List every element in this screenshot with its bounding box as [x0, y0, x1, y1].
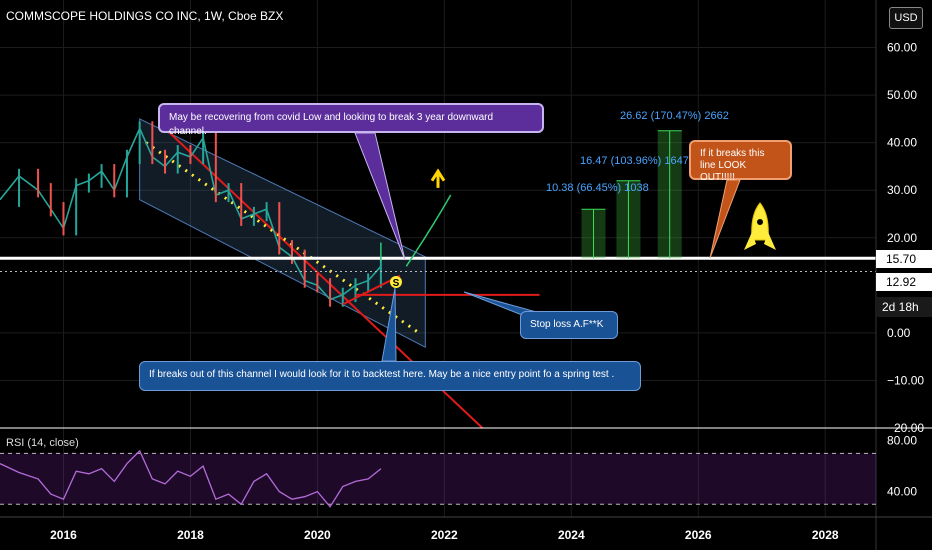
callout-covid-low: May be recovering from covid Low and loo…: [158, 103, 544, 137]
time-tick-label-0: 2016: [50, 528, 77, 542]
spring-marker-label: S: [393, 278, 400, 289]
rsi-tick-label-0: 80.00: [887, 434, 917, 448]
rsi-line: [0, 449, 382, 508]
projection-curve: [405, 194, 452, 267]
price-tick-label-5: 0.00: [887, 326, 911, 340]
rsi-tick-label-1: 40.00: [887, 485, 917, 499]
callout-breakout-pointer: [709, 179, 741, 259]
price-tick-label-0: 60.00: [887, 41, 917, 55]
price-tick-label-1: 50.00: [887, 88, 917, 102]
countdown-tag: 2d 18h: [876, 297, 932, 317]
time-tick-label-2: 2020: [304, 528, 331, 542]
price-tick-label-2: 40.00: [887, 136, 917, 150]
time-tick-label-5: 2026: [685, 528, 712, 542]
callout-backtest: If breaks out of this channel I would lo…: [139, 361, 641, 391]
price-tag-15-70: 15.70: [876, 250, 932, 268]
measure-label-1: 10.38 (66.45%) 1038: [546, 182, 649, 194]
price-tick-label-7: −20.00: [887, 421, 924, 435]
price-tick-label-6: −10.00: [887, 373, 924, 387]
rsi-band-fill: [0, 453, 876, 505]
callout-covid-pointer: [354, 132, 406, 261]
spring-marker: [390, 276, 402, 288]
price-tag-12-92: 12.92: [876, 273, 932, 291]
rocket-fins-icon: [744, 232, 776, 250]
currency-button[interactable]: USD: [889, 7, 923, 29]
rocket-window-icon: [757, 219, 763, 225]
time-tick-label-6: 2028: [812, 528, 839, 542]
measure-label-2: 16.47 (103.96%) 1647: [580, 155, 689, 167]
price-tick-label-4: 20.00: [887, 231, 917, 245]
price-tick-label-3: 30.00: [887, 183, 917, 197]
time-tick-label-1: 2018: [177, 528, 204, 542]
measure-label-3: 26.62 (170.47%) 2662: [620, 110, 729, 122]
yellow-arrow-up: [430, 168, 446, 188]
callout-stop-loss: Stop loss A.F**K: [520, 311, 618, 339]
rsi-label: RSI (14, close): [6, 437, 79, 449]
chart-title: COMMSCOPE HOLDINGS CO INC, 1W, Cboe BZX: [6, 9, 284, 23]
time-tick-label-3: 2022: [431, 528, 458, 542]
price-series-line: [0, 126, 382, 301]
callout-breakout-line: If it breaks this line LOOK OUT!!!!!: [689, 140, 792, 183]
time-tick-label-4: 2024: [558, 528, 585, 542]
